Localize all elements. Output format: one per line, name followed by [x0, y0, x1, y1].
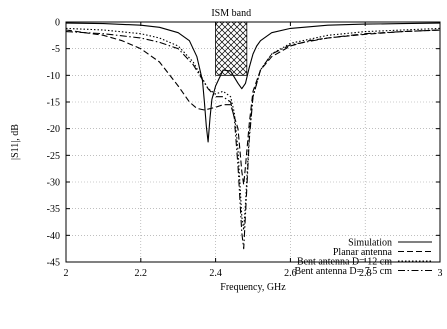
y-tick-label: -10	[47, 71, 60, 82]
plot-frame	[65, 21, 441, 263]
x-tick-label: 2.4	[209, 268, 222, 279]
y-tick-label: -40	[47, 231, 60, 242]
y-axis-label: |S11|, dB	[10, 124, 21, 160]
ism-band-region	[215, 21, 248, 76]
legend-label-4: Bent antenna D= 7.5 cm	[294, 266, 392, 277]
y-tick-label: -25	[47, 151, 60, 162]
grid	[66, 22, 440, 262]
x-tick-label: 2.6	[284, 268, 297, 279]
ism-band-label: ISM band	[211, 8, 251, 19]
y-tick-label: -15	[47, 98, 60, 109]
x-tick-label: 2.2	[135, 268, 148, 279]
x-tick-label: 2	[64, 268, 69, 279]
y-tick-label: -20	[47, 124, 60, 135]
series-line-1	[66, 22, 440, 143]
x-axis-label: Frequency, GHz	[220, 282, 286, 293]
legend-label-1: Simulation	[348, 238, 392, 249]
series-group	[66, 22, 440, 250]
x-tick-label: 2.8	[359, 268, 372, 279]
axis-ticks: 2 2.2 2.4 2.6 2.8 3 0 -5 -10 -15 -20 -25 -30 -35 -40 -4…	[47, 18, 443, 280]
y-tick-label: -45	[47, 258, 60, 269]
y-tick-label: -35	[47, 204, 60, 215]
series-line-3	[66, 27, 440, 231]
legend-label-2: Planar antenna	[333, 247, 393, 258]
series-line-4	[66, 29, 440, 250]
y-tick-label: -30	[47, 178, 60, 189]
ism-band	[215, 21, 248, 76]
legend-label-3: Bent antenna D= 12 cm	[297, 257, 392, 268]
y-tick-label: -5	[52, 44, 60, 55]
y-tick-label: 0	[55, 18, 60, 29]
x-tick-label: 3	[438, 268, 443, 279]
